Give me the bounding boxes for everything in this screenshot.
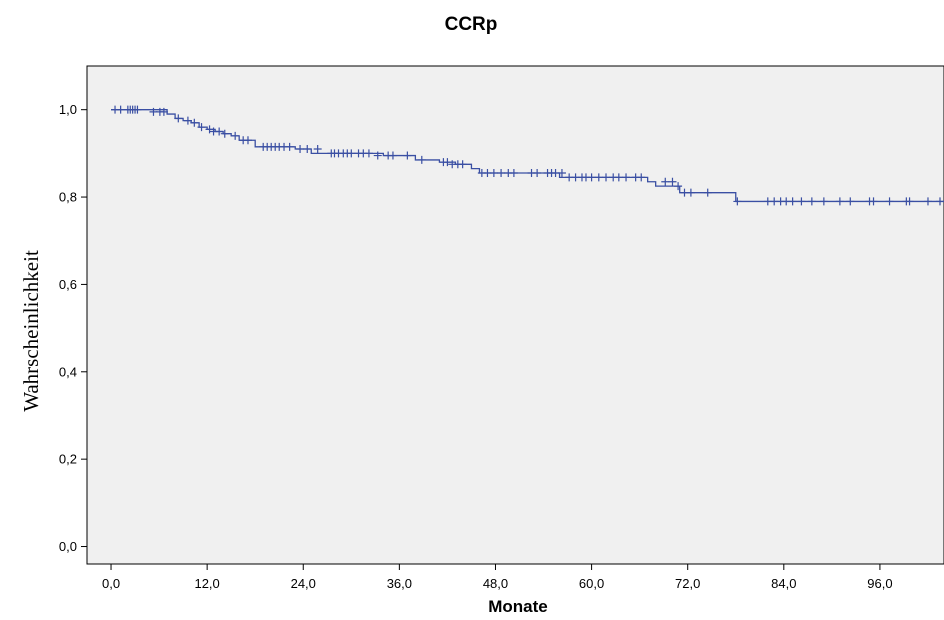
censor-mark: [674, 182, 683, 191]
censor-mark: [183, 116, 192, 125]
censor-mark: [417, 155, 426, 164]
censor-mark: [388, 151, 397, 160]
censor-mark: [489, 169, 498, 178]
censor-mark: [807, 197, 816, 206]
censor-mark: [533, 169, 542, 178]
x-tick-label: 0,0: [102, 576, 120, 591]
censor-mark: [733, 197, 742, 206]
x-tick-label: 12,0: [194, 576, 219, 591]
censor-mark: [622, 173, 631, 182]
x-axis: 0,0 12,0 24,0 36,0 48,0 60,0 72,0 84,0 96,0: [102, 564, 893, 591]
censor-mark: [296, 145, 305, 153]
censor-mark: [661, 177, 670, 186]
censor-mark: [819, 197, 828, 206]
censor-mark: [403, 151, 412, 160]
censor-mark: [190, 118, 199, 127]
censor-mark: [313, 145, 322, 153]
censor-mark: [458, 160, 467, 169]
censor-mark: [497, 169, 506, 178]
censor-mark: [116, 105, 125, 114]
x-tick-label: 60,0: [579, 576, 604, 591]
censor-mark: [668, 177, 677, 186]
y-tick-label: 1,0: [59, 102, 77, 117]
x-tick-label: 84,0: [771, 576, 796, 591]
censor-mark: [686, 188, 695, 197]
censor-mark: [869, 197, 878, 206]
censor-mark: [347, 149, 356, 158]
x-tick-label: 24,0: [291, 576, 316, 591]
plot-area: [86, 65, 944, 565]
censor-mark: [788, 197, 797, 206]
censor-mark: [373, 151, 382, 160]
censor-mark: [602, 173, 611, 182]
y-tick-label: 0,4: [59, 364, 77, 379]
censor-mark: [509, 169, 518, 178]
x-tick-label: 72,0: [675, 576, 700, 591]
censor-mark: [174, 114, 183, 123]
censor-mark: [205, 125, 214, 134]
chart-title: CCRp: [445, 14, 498, 35]
censor-mark: [835, 197, 844, 206]
censor-mark: [159, 107, 168, 116]
y-tick-label: 0,2: [59, 452, 77, 467]
censor-mark: [303, 145, 312, 153]
y-axis-label: Wahrscheinlichkeit: [19, 250, 43, 412]
censor-mark: [133, 105, 142, 114]
censor-mark: [905, 197, 914, 206]
censor-mark: [846, 197, 855, 206]
censor-mark: [243, 136, 252, 145]
censor-mark: [923, 197, 932, 206]
x-tick-label: 36,0: [387, 576, 412, 591]
censor-mark: [443, 158, 452, 167]
y-tick-label: 0,6: [59, 277, 77, 292]
censor-mark: [703, 188, 712, 197]
y-tick-label: 0,8: [59, 190, 77, 205]
y-axis: 0,0 0,2 0,4 0,6 0,8 1,0: [59, 102, 87, 554]
censor-mark: [614, 173, 623, 182]
x-tick-label: 48,0: [483, 576, 508, 591]
censor-marks: [111, 105, 944, 206]
y-tick-label: 0,0: [59, 539, 77, 554]
censor-mark: [220, 129, 229, 138]
censor-mark: [557, 169, 566, 178]
censor-mark: [285, 142, 294, 151]
censor-mark: [935, 197, 944, 206]
censor-mark: [594, 173, 603, 182]
x-tick-label: 96,0: [867, 576, 892, 591]
censor-mark: [885, 197, 894, 206]
censor-mark: [197, 123, 206, 132]
censor-mark: [587, 173, 596, 182]
censor-mark: [231, 131, 240, 140]
censor-mark: [797, 197, 806, 206]
censor-mark: [364, 149, 373, 158]
censor-mark: [215, 127, 224, 136]
censor-mark: [637, 173, 646, 182]
x-axis-label: Monate: [488, 597, 548, 616]
